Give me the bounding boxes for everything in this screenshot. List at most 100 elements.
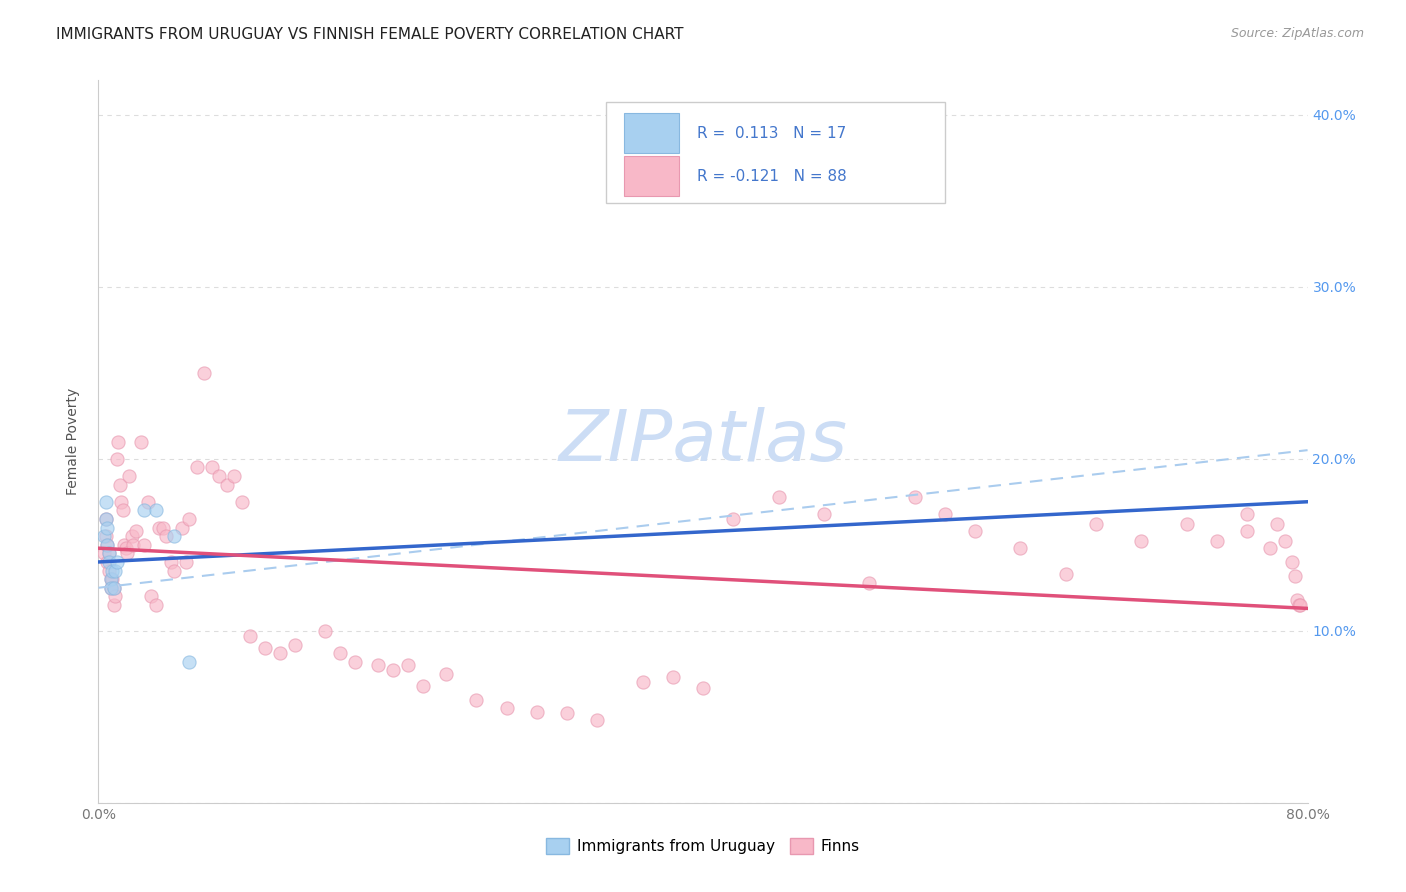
Point: [253, 640, 276, 655]
Text: Source: ZipAtlas.com: Source: ZipAtlas.com: [1230, 27, 1364, 40]
Point: [145, 598, 167, 612]
Point: [1130, 534, 1153, 549]
Point: [1285, 592, 1308, 607]
Point: [132, 503, 155, 517]
Point: [101, 572, 124, 586]
Point: [1085, 517, 1108, 532]
Point: [93, 529, 115, 543]
Y-axis label: Female Poverty: Female Poverty: [66, 388, 80, 495]
Point: [103, 581, 125, 595]
Legend: Immigrants from Uruguay, Finns: Immigrants from Uruguay, Finns: [540, 832, 866, 860]
Point: [111, 503, 134, 517]
Point: [224, 469, 246, 483]
Point: [412, 679, 434, 693]
Point: [100, 572, 122, 586]
Point: [1236, 524, 1258, 538]
Point: [434, 666, 457, 681]
Point: [344, 655, 367, 669]
Point: [586, 713, 609, 727]
Point: [163, 529, 186, 543]
Point: [396, 658, 419, 673]
Point: [98, 546, 121, 560]
Point: [1258, 541, 1281, 556]
Point: [186, 460, 208, 475]
Point: [98, 555, 121, 569]
Point: [122, 538, 145, 552]
Point: [141, 590, 163, 604]
Point: [136, 494, 159, 508]
Point: [94, 512, 117, 526]
Point: [155, 529, 177, 543]
Point: [101, 564, 124, 578]
Point: [904, 490, 927, 504]
Point: [93, 546, 115, 560]
Point: [692, 681, 714, 695]
Point: [526, 705, 548, 719]
Point: [98, 564, 121, 578]
Point: [965, 524, 987, 538]
Point: [100, 581, 122, 595]
Text: ZIPatlas: ZIPatlas: [558, 407, 848, 476]
Point: [284, 638, 307, 652]
Point: [108, 477, 131, 491]
FancyBboxPatch shape: [606, 102, 945, 203]
Point: [1236, 507, 1258, 521]
Point: [163, 564, 186, 578]
Point: [1175, 517, 1198, 532]
Point: [1284, 568, 1306, 582]
Point: [94, 494, 117, 508]
Point: [858, 575, 880, 590]
Point: [1289, 598, 1312, 612]
Point: [1267, 517, 1289, 532]
Point: [329, 646, 352, 660]
Point: [813, 507, 835, 521]
Point: [104, 590, 127, 604]
Point: [118, 469, 141, 483]
Point: [148, 520, 170, 534]
Point: [1206, 534, 1229, 549]
Point: [208, 469, 231, 483]
Point: [103, 581, 125, 595]
Text: R =  0.113   N = 17: R = 0.113 N = 17: [697, 126, 846, 141]
Point: [1281, 555, 1303, 569]
Point: [94, 512, 117, 526]
Point: [269, 646, 291, 660]
Point: [382, 664, 405, 678]
Point: [96, 555, 118, 569]
Point: [104, 564, 127, 578]
Text: IMMIGRANTS FROM URUGUAY VS FINNISH FEMALE POVERTY CORRELATION CHART: IMMIGRANTS FROM URUGUAY VS FINNISH FEMAL…: [56, 27, 683, 42]
Point: [105, 451, 128, 466]
Point: [114, 541, 136, 556]
Point: [179, 512, 201, 526]
Point: [1288, 598, 1310, 612]
Point: [129, 434, 152, 449]
Point: [768, 490, 790, 504]
Point: [367, 658, 389, 673]
Point: [239, 629, 262, 643]
Point: [170, 520, 193, 534]
Point: [110, 494, 132, 508]
Point: [465, 692, 488, 706]
Point: [145, 503, 167, 517]
Point: [107, 434, 129, 449]
Point: [115, 546, 138, 560]
FancyBboxPatch shape: [624, 112, 679, 153]
Point: [152, 520, 174, 534]
Point: [631, 675, 654, 690]
Point: [112, 538, 135, 552]
Point: [231, 494, 253, 508]
Point: [1274, 534, 1296, 549]
Point: [100, 581, 122, 595]
Point: [314, 624, 336, 638]
Point: [100, 572, 122, 586]
Point: [201, 460, 224, 475]
FancyBboxPatch shape: [624, 156, 679, 196]
Point: [94, 529, 117, 543]
Point: [98, 546, 121, 560]
Point: [1054, 567, 1077, 582]
Point: [934, 507, 956, 521]
Point: [125, 524, 148, 538]
Point: [96, 538, 118, 552]
Point: [193, 366, 215, 380]
Point: [174, 555, 197, 569]
